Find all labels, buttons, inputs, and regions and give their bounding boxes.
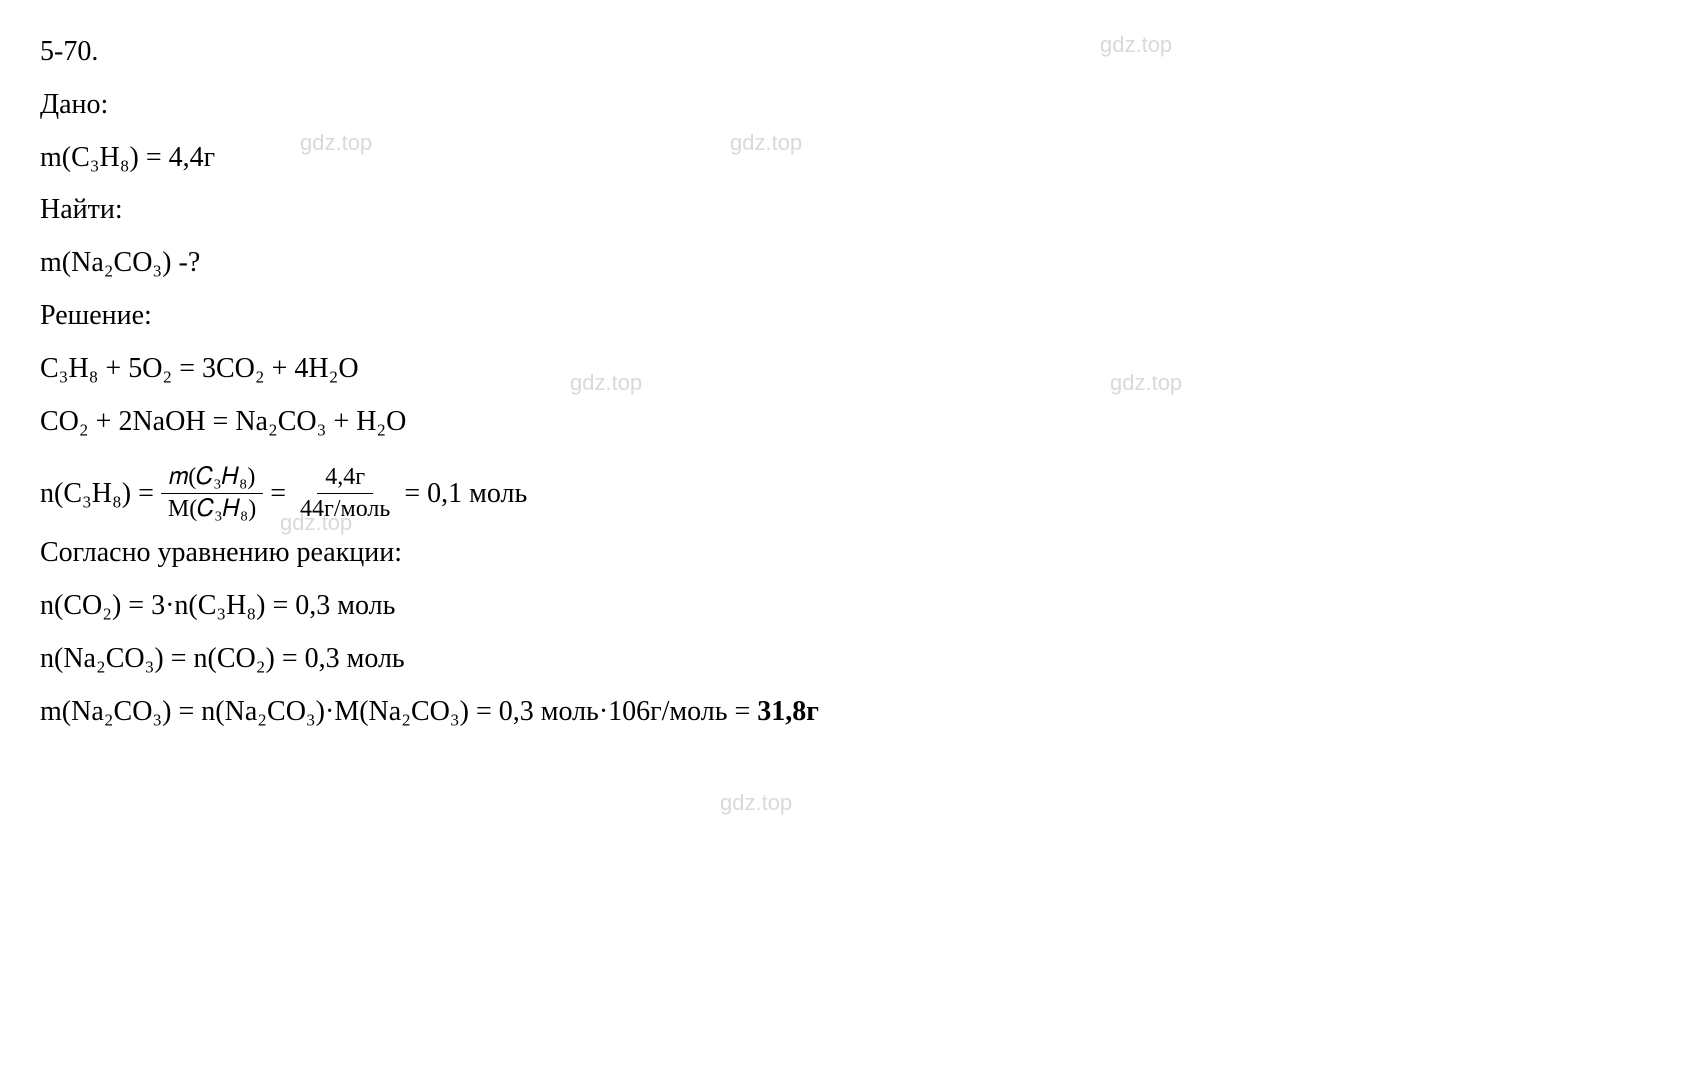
frac2-numerator: 4,4г bbox=[317, 464, 373, 494]
according-text: Согласно уравнению реакции: bbox=[40, 531, 1668, 576]
line-n-co2: n(CO₂) = 3·n(C₃H₈) = 0,3 моль bbox=[40, 584, 1668, 629]
calc-eq1: = bbox=[270, 478, 286, 510]
mass-prefix: m(Na₂CO₃) = n(Na₂CO₃)·М(Na₂CO₃) = 0,3 мо… bbox=[40, 696, 757, 727]
calculation-line: n(C₃H₈) = 𝑚(𝐶₃𝐻₈) М(𝐶₃𝐻₈) = 4,4г 44г/мол… bbox=[40, 464, 1668, 523]
line-mass: m(Na₂CO₃) = n(Na₂CO₃)·М(Na₂CO₃) = 0,3 мо… bbox=[40, 690, 1668, 735]
document-content: 5-70. Дано: m(C₃H₈) = 4,4г Найти: m(Na₂C… bbox=[40, 30, 1668, 735]
find-label: Найти: bbox=[40, 188, 1668, 233]
calc-prefix: n(C₃H₈) = bbox=[40, 478, 154, 510]
line-n-na2co3: n(Na₂CO₃) = n(CO₂) = 0,3 моль bbox=[40, 637, 1668, 682]
frac1-denominator: М(𝐶₃𝐻₈) bbox=[160, 494, 264, 523]
fraction-2: 4,4г 44г/моль bbox=[292, 464, 398, 523]
solution-label: Решение: bbox=[40, 294, 1668, 339]
fraction-1: 𝑚(𝐶₃𝐻₈) М(𝐶₃𝐻₈) bbox=[160, 464, 264, 523]
given-line: m(C₃H₈) = 4,4г bbox=[40, 136, 1668, 181]
find-line: m(Na₂CO₃) -? bbox=[40, 241, 1668, 286]
given-label: Дано: bbox=[40, 83, 1668, 128]
frac2-denominator: 44г/моль bbox=[292, 494, 398, 523]
mass-result: 31,8г bbox=[757, 696, 819, 727]
frac1-numerator: 𝑚(𝐶₃𝐻₈) bbox=[161, 464, 264, 494]
problem-number: 5-70. bbox=[40, 30, 1668, 75]
equation-1: C₃H₈ + 5O₂ = 3CO₂ + 4H₂O bbox=[40, 347, 1668, 392]
watermark-text: gdz.top bbox=[720, 790, 792, 816]
equation-2: CO₂ + 2NaOH = Na₂CO₃ + H₂O bbox=[40, 400, 1668, 445]
calc-result: = 0,1 моль bbox=[404, 478, 527, 510]
